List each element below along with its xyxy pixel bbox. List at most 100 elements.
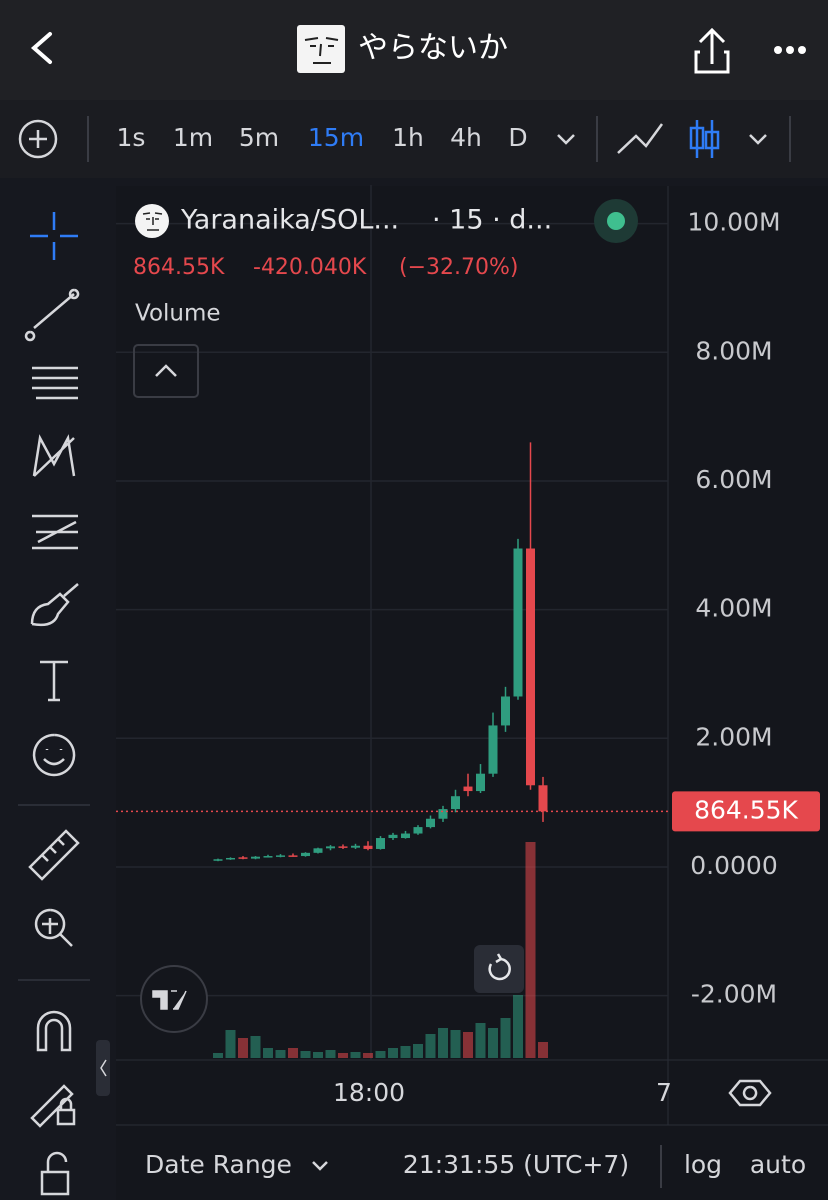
clock: 21:31:55 (UTC+7) [403,1150,629,1179]
dropdown[interactable] [312,1161,328,1171]
volume-bar [313,1052,323,1058]
candle-body [226,857,235,860]
more-dot[interactable] [774,46,782,54]
legend-change: -420.040K [253,255,367,280]
interval-button[interactable]: 1s [117,123,146,152]
volume-bar [288,1048,298,1058]
candle-body [463,786,473,792]
volume-bar [338,1053,348,1058]
unlock-tool[interactable] [40,1151,70,1196]
brush-tool[interactable] [30,583,79,627]
candle-body [351,845,360,848]
crosshair-tool[interactable] [30,212,78,260]
log-button[interactable]: log [684,1150,722,1179]
interval-button[interactable]: D [508,123,527,152]
more-dot[interactable] [798,46,806,54]
reset-icon [488,953,511,981]
date-range-button[interactable]: Date Range [145,1150,292,1179]
add-plus [29,130,47,148]
legend-last: 864.55K [133,255,225,280]
volume-bar [425,1034,436,1058]
candle-body [401,833,410,839]
volume-bar [400,1046,411,1058]
y-tick-label: 2.00M [695,722,772,751]
volume-bar [375,1051,386,1058]
volume-bar [250,1036,261,1058]
projection-tool[interactable] [32,514,78,550]
volume-bar [388,1048,398,1058]
candle-body [689,126,705,150]
reset-button[interactable] [474,945,524,993]
last-price-box [672,791,820,832]
volume-bar [325,1050,336,1058]
legend-meta: · 15 · d... [432,205,552,236]
candle-body [288,855,298,857]
candle-body [513,548,523,697]
volume-bar [525,842,536,1058]
interval-button[interactable]: 1m [173,123,213,152]
emoji-tool[interactable] [32,733,76,777]
volume-bar [275,1050,286,1058]
interval-button[interactable]: 15m [308,123,364,152]
text-tool[interactable] [40,660,68,702]
fib-tool[interactable] [32,366,78,400]
candle-body [213,859,223,861]
candle-body [388,834,398,839]
token-face [304,37,339,64]
candle-body [704,130,720,150]
status-dot [607,212,625,230]
candle-body [363,845,373,849]
back-button[interactable] [30,32,52,64]
volume-bar [475,1023,486,1058]
lock-drawings-tool[interactable] [30,1084,76,1128]
interval-button[interactable]: 5m [239,123,279,152]
dropdown[interactable] [749,134,767,145]
candle-body [476,773,485,792]
candle-body [276,855,285,857]
candle-body [488,725,498,774]
volume-bar [500,1018,511,1058]
ruler-tool[interactable] [28,829,80,881]
volume-bar [263,1048,273,1058]
y-tick-label: -2.00M [691,980,777,1009]
header-title: やらないか [358,31,508,66]
magnet-tool[interactable] [36,1010,72,1052]
zoom-tool[interactable] [34,908,73,947]
interval-button[interactable]: 4h [450,123,482,152]
collapse-legend-arrow [155,364,177,377]
candle-body [251,856,260,859]
pattern-tool[interactable] [32,434,76,477]
volume-bar [463,1032,473,1058]
collapse-handle[interactable] [96,1040,110,1096]
candle-body [263,856,273,858]
dropdown[interactable] [557,134,575,145]
volume-bar [438,1028,448,1058]
legend-study: Volume [135,301,221,327]
volume-bar [450,1030,461,1058]
trend-line-tool[interactable] [24,288,80,342]
volume-bar [513,995,523,1058]
candle-body [426,818,435,828]
y-tick-label: 10.00M [687,208,780,237]
more-dot[interactable] [786,46,794,54]
candle-body [438,809,448,819]
auto-button[interactable]: auto [750,1150,806,1179]
collapse-legend-button[interactable] [133,344,199,398]
last-price-label: 864.55K [694,795,798,824]
share-button[interactable] [694,27,730,74]
volume-bar [300,1051,311,1058]
candle-body [313,848,323,853]
settings-button[interactable] [728,1079,772,1107]
line-chart-button[interactable] [617,123,664,154]
candle-body [376,838,385,849]
add-button[interactable] [18,119,58,159]
candle-body [526,548,535,786]
candle-button[interactable] [695,120,714,158]
volume-bar [225,1030,236,1058]
volume-bar [350,1052,361,1058]
interval-button[interactable]: 1h [392,123,424,152]
x-tick-label: 7 [656,1078,672,1107]
